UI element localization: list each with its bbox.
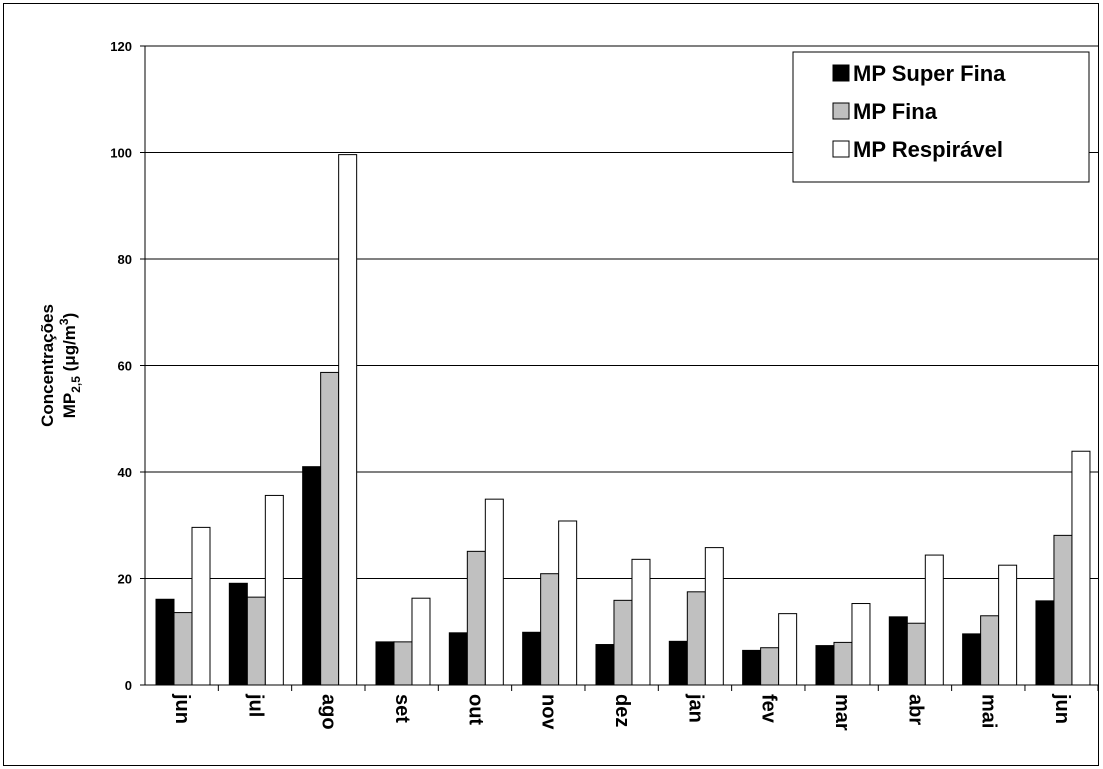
bar-super-fina: [1035, 600, 1055, 686]
bar-fina: [246, 596, 266, 686]
y-axis-label-line2: MP2,5 (μg/m3): [57, 313, 83, 419]
bar-respiravel: [264, 494, 284, 686]
bar-super-fina: [595, 644, 615, 686]
bar-fina: [906, 622, 926, 686]
legend-label-respiravel: MP Respirável: [853, 137, 1003, 162]
legend-swatch-respiravel: [832, 140, 850, 158]
bars: [155, 154, 1091, 686]
y-axis-label-line1: Concentrações: [38, 304, 57, 427]
y-axis-label-subscript: 2,5: [69, 376, 83, 393]
x-tick-label: mai: [978, 694, 1000, 728]
bar-respiravel: [484, 498, 504, 686]
x-tick-label: abr: [904, 694, 926, 725]
bar-super-fina: [668, 640, 688, 686]
bar-super-fina: [742, 649, 762, 686]
bar-super-fina: [815, 645, 835, 686]
bar-super-fina: [155, 598, 175, 686]
bar-respiravel: [998, 564, 1018, 686]
bar-respiravel: [558, 520, 578, 686]
y-tick-label: 80: [118, 252, 132, 267]
bar-fina: [760, 647, 780, 686]
bar-respiravel: [778, 613, 798, 686]
legend-swatch-fina: [832, 102, 850, 120]
bar-fina: [613, 599, 633, 686]
bar-fina: [686, 591, 706, 686]
x-tick-labels: jun jul ago set out nov dez jan fev mar abr mai jun: [171, 693, 1073, 731]
y-tick-label: 120: [110, 39, 132, 54]
x-tick-label: fev: [758, 694, 780, 724]
y-axis-label: Concentrações MP2,5 (μg/m3): [38, 304, 83, 427]
bar-fina: [393, 641, 413, 686]
y-tick-labels: 0 20 40 60 80 100 120: [110, 39, 132, 693]
y-tick-label: 0: [125, 678, 132, 693]
x-tick-label: out: [464, 694, 486, 725]
bar-super-fina: [302, 466, 322, 686]
bar-super-fina: [522, 631, 542, 686]
y-tick-label: 60: [118, 359, 132, 374]
bar-fina: [1053, 534, 1073, 686]
bar-fina: [466, 550, 486, 686]
x-tick-label: set: [391, 694, 413, 723]
bar-respiravel: [1071, 450, 1091, 686]
y-axis-label-unit: (μg/m: [60, 325, 79, 376]
bar-fina: [833, 641, 853, 686]
legend: MP Super Fina MP Fina MP Respirável: [792, 51, 1090, 183]
bar-respiravel: [924, 554, 944, 686]
bar-super-fina: [962, 633, 982, 686]
bar-fina: [320, 371, 340, 686]
bar-respiravel: [851, 603, 871, 686]
y-axis-label-mp: MP: [60, 393, 79, 419]
y-axis-label-superscript: 3: [57, 318, 71, 325]
x-tick-label: mar: [831, 694, 853, 731]
y-tick-label: 100: [110, 146, 132, 161]
y-axis-label-close: ): [60, 313, 79, 319]
bar-respiravel: [191, 526, 211, 686]
x-tick-label: jun: [1051, 693, 1073, 724]
legend-label-fina: MP Fina: [853, 99, 938, 124]
legend-label-super-fina: MP Super Fina: [853, 61, 1006, 86]
legend-swatch-super-fina: [832, 64, 850, 82]
axes: [140, 45, 1099, 691]
bar-super-fina: [448, 632, 468, 686]
x-tick-label: dez: [611, 694, 633, 727]
bar-fina: [980, 615, 1000, 686]
bar-fina: [173, 612, 193, 686]
bar-respiravel: [704, 547, 724, 686]
bar-respiravel: [338, 154, 358, 686]
x-tick-label: nov: [538, 694, 560, 730]
bar-super-fina: [228, 582, 248, 686]
x-tick-label: jul: [244, 693, 266, 717]
bar-respiravel: [411, 597, 431, 686]
y-tick-label: 20: [118, 572, 132, 587]
bar-fina: [540, 573, 560, 686]
x-tick-label: jan: [684, 693, 706, 723]
x-tick-label: ago: [318, 694, 340, 730]
y-tick-label: 40: [118, 465, 132, 480]
bar-super-fina: [375, 641, 395, 686]
bar-super-fina: [888, 616, 908, 686]
bar-respiravel: [631, 558, 651, 686]
x-tick-label: jun: [171, 693, 193, 724]
